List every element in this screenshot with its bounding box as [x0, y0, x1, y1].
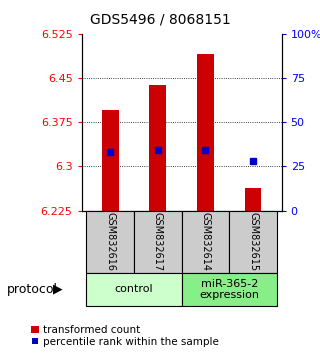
- Text: GSM832616: GSM832616: [105, 212, 115, 271]
- Text: control: control: [115, 284, 153, 295]
- Text: protocol: protocol: [6, 283, 57, 296]
- Bar: [102, 110, 118, 211]
- Bar: [182, 273, 277, 306]
- Text: ▶: ▶: [53, 283, 62, 296]
- Bar: [182, 211, 229, 273]
- Bar: [86, 211, 134, 273]
- Text: GSM832617: GSM832617: [153, 212, 163, 271]
- Bar: [229, 211, 277, 273]
- Bar: [86, 273, 182, 306]
- Bar: [197, 54, 214, 211]
- Text: GSM832614: GSM832614: [200, 212, 211, 271]
- Bar: [245, 188, 261, 211]
- Text: GSM832615: GSM832615: [248, 212, 258, 271]
- Text: GDS5496 / 8068151: GDS5496 / 8068151: [90, 12, 230, 27]
- Bar: [134, 211, 182, 273]
- Bar: [149, 85, 166, 211]
- Legend: transformed count, percentile rank within the sample: transformed count, percentile rank withi…: [31, 325, 219, 347]
- Text: miR-365-2
expression: miR-365-2 expression: [199, 279, 259, 300]
